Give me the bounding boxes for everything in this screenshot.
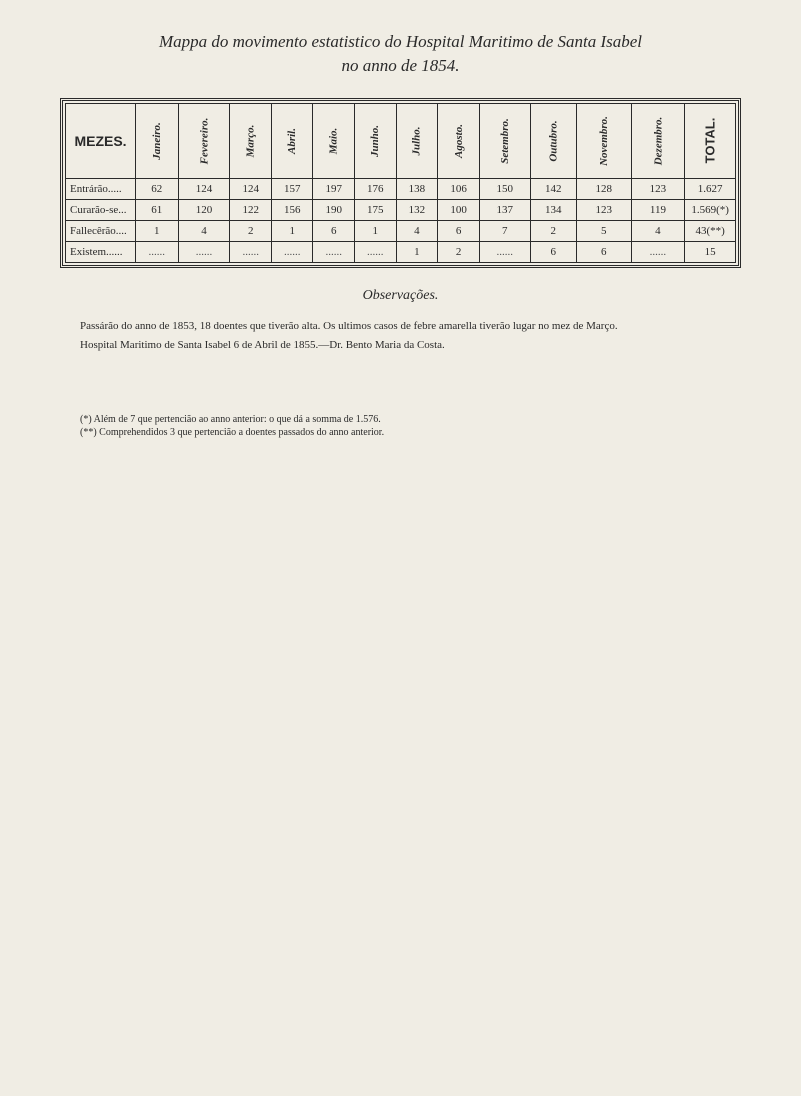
cell: 119 <box>631 199 685 220</box>
cell: 2 <box>438 241 480 262</box>
cell: 142 <box>530 178 576 199</box>
title-line-1: Mappa do movimento estatistico do Hospit… <box>159 32 642 51</box>
cell: 4 <box>178 220 230 241</box>
total-cell: 15 <box>685 241 736 262</box>
header-month-1: Fevereiro. <box>178 103 230 178</box>
observations-title: Observações. <box>60 288 741 304</box>
cell: 176 <box>354 178 396 199</box>
row-label-1: Curarão-se... <box>66 199 136 220</box>
header-month-5: Junho. <box>354 103 396 178</box>
header-month-8: Setembro. <box>480 103 531 178</box>
row-label-2: Fallecêrão.... <box>66 220 136 241</box>
table-header-row: MEZES. Janeiro. Fevereiro. Março. Abril.… <box>66 103 736 178</box>
cell: 1 <box>396 241 438 262</box>
cell: ...... <box>480 241 531 262</box>
cell: 124 <box>230 178 272 199</box>
cell: ...... <box>631 241 685 262</box>
cell: ...... <box>354 241 396 262</box>
cell: 124 <box>178 178 230 199</box>
cell: 6 <box>438 220 480 241</box>
cell: 134 <box>530 199 576 220</box>
cell: 100 <box>438 199 480 220</box>
cell: 4 <box>631 220 685 241</box>
cell: 2 <box>230 220 272 241</box>
cell: ...... <box>136 241 179 262</box>
cell: ...... <box>230 241 272 262</box>
header-month-10: Novembro. <box>576 103 631 178</box>
table-body: Entrárão..... 62 124 124 157 197 176 138… <box>66 178 736 262</box>
header-month-4: Maio. <box>313 103 354 178</box>
cell: 123 <box>631 178 685 199</box>
cell: 175 <box>354 199 396 220</box>
header-month-2: Março. <box>230 103 272 178</box>
cell: 5 <box>576 220 631 241</box>
footnotes: (*) Além de 7 que pertencião ao anno ant… <box>60 413 741 439</box>
cell: 1 <box>272 220 313 241</box>
header-month-3: Abril. <box>272 103 313 178</box>
cell: 7 <box>480 220 531 241</box>
cell: 61 <box>136 199 179 220</box>
cell: 62 <box>136 178 179 199</box>
cell: 6 <box>313 220 354 241</box>
footnote-2: (**) Comprehendidos 3 que pertencião a d… <box>60 426 741 439</box>
cell: 1 <box>136 220 179 241</box>
table-row: Curarão-se... 61 120 122 156 190 175 132… <box>66 199 736 220</box>
cell: 197 <box>313 178 354 199</box>
cell: 1 <box>354 220 396 241</box>
header-month-6: Julho. <box>396 103 438 178</box>
title-line-2: no anno de 1854. <box>341 56 459 75</box>
header-month-9: Outubro. <box>530 103 576 178</box>
table-row: Fallecêrão.... 1 4 2 1 6 1 4 6 7 2 5 4 4… <box>66 220 736 241</box>
total-cell: 1.569(*) <box>685 199 736 220</box>
cell: 6 <box>530 241 576 262</box>
cell: 122 <box>230 199 272 220</box>
header-month-7: Agosto. <box>438 103 480 178</box>
cell: 138 <box>396 178 438 199</box>
total-cell: 1.627 <box>685 178 736 199</box>
cell: 106 <box>438 178 480 199</box>
row-label-3: Existem...... <box>66 241 136 262</box>
cell: ...... <box>178 241 230 262</box>
header-month-0: Janeiro. <box>136 103 179 178</box>
table-row: Entrárão..... 62 124 124 157 197 176 138… <box>66 178 736 199</box>
total-cell: 43(**) <box>685 220 736 241</box>
paragraph-1: Passárão do anno de 1853, 18 doentes que… <box>60 319 741 334</box>
cell: 157 <box>272 178 313 199</box>
header-mezes: MEZES. <box>66 103 136 178</box>
cell: 2 <box>530 220 576 241</box>
footnote-1: (*) Além de 7 que pertencião ao anno ant… <box>60 413 741 426</box>
cell: 137 <box>480 199 531 220</box>
statistics-table: MEZES. Janeiro. Fevereiro. Março. Abril.… <box>65 103 736 263</box>
document-title: Mappa do movimento estatistico do Hospit… <box>60 30 741 78</box>
table-wrapper: MEZES. Janeiro. Fevereiro. Março. Abril.… <box>60 98 741 268</box>
table-row: Existem...... ...... ...... ...... .....… <box>66 241 736 262</box>
header-month-11: Dezembro. <box>631 103 685 178</box>
cell: 156 <box>272 199 313 220</box>
cell: 150 <box>480 178 531 199</box>
cell: 190 <box>313 199 354 220</box>
cell: 4 <box>396 220 438 241</box>
cell: ...... <box>272 241 313 262</box>
cell: 6 <box>576 241 631 262</box>
cell: 132 <box>396 199 438 220</box>
cell: 128 <box>576 178 631 199</box>
cell: ...... <box>313 241 354 262</box>
paragraph-2: Hospital Maritimo de Santa Isabel 6 de A… <box>60 338 741 353</box>
cell: 123 <box>576 199 631 220</box>
cell: 120 <box>178 199 230 220</box>
header-total: TOTAL. <box>685 103 736 178</box>
row-label-0: Entrárão..... <box>66 178 136 199</box>
